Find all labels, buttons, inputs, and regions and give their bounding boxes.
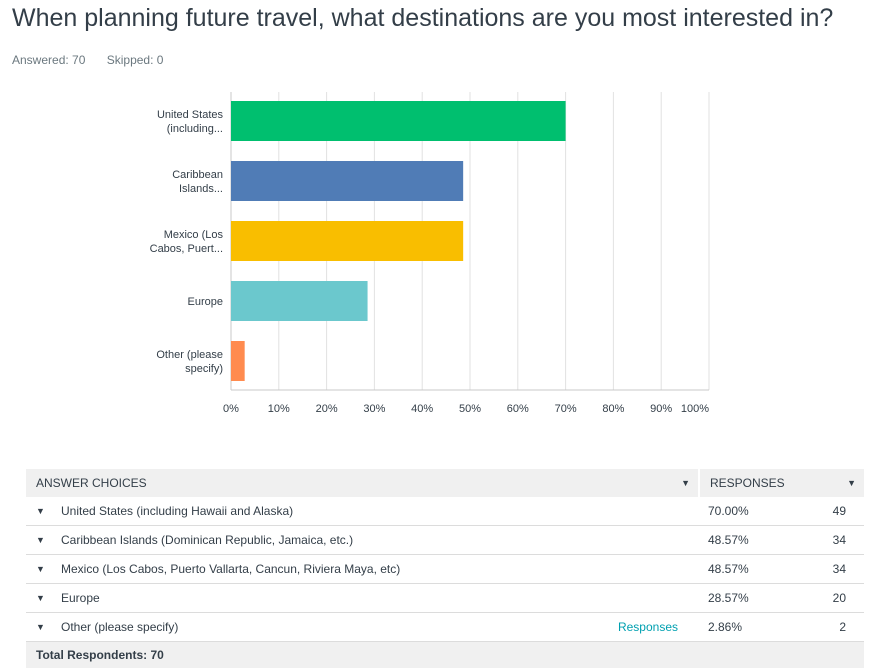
response-count: 49 — [832, 504, 846, 518]
x-tick-label: 60% — [507, 403, 529, 415]
table-row: ▼ Other (please specify) Responses 2.86%… — [26, 613, 864, 642]
x-tick-label: 30% — [363, 403, 385, 415]
responses-link[interactable]: Responses — [617, 620, 678, 634]
bar — [231, 341, 245, 381]
expand-caret-icon[interactable]: ▼ — [36, 506, 45, 516]
bar — [231, 281, 368, 321]
table-row: ▼ Caribbean Islands (Dominican Republic,… — [26, 526, 864, 555]
responses-header[interactable]: RESPONSES ▼ — [698, 469, 864, 497]
question-title: When planning future travel, what destin… — [12, 4, 834, 32]
chart-bars — [231, 101, 566, 381]
response-percent: 48.57% — [708, 533, 749, 547]
bar-chart: United States (including... Caribbean Islan… — [150, 92, 710, 415]
total-respondents: Total Respondents: 70 — [26, 642, 864, 668]
table-row: ▼ United States (including Hawaii and Al… — [26, 497, 864, 526]
answer-choices-header[interactable]: ANSWER CHOICES ▼ — [26, 469, 698, 497]
expand-caret-icon[interactable]: ▼ — [36, 622, 45, 632]
category-label: Caribbean Islands... — [172, 169, 223, 195]
category-label: Other (please specify) — [156, 349, 223, 375]
x-tick-label: 70% — [555, 403, 577, 415]
x-tick-label: 0% — [223, 403, 239, 415]
skipped-count: Skipped: 0 — [106, 53, 164, 67]
response-percent: 70.00% — [708, 504, 749, 518]
category-label: United States (including... — [157, 109, 224, 135]
category-label: Mexico (Los Cabos, Puert... — [150, 229, 224, 255]
answer-label: Europe — [61, 591, 100, 605]
sort-caret-icon[interactable]: ▼ — [847, 478, 856, 488]
response-count: 20 — [832, 591, 846, 605]
x-tick-label: 50% — [459, 403, 481, 415]
expand-caret-icon[interactable]: ▼ — [36, 593, 45, 603]
x-tick-label: 100% — [681, 403, 709, 415]
category-label: Europe — [188, 296, 223, 308]
answer-label: United States (including Hawaii and Alas… — [61, 504, 294, 518]
table-row: ▼ Mexico (Los Cabos, Puerto Vallarta, Ca… — [26, 555, 864, 584]
expand-caret-icon[interactable]: ▼ — [36, 535, 45, 545]
chart-grid — [230, 92, 710, 391]
response-percent: 2.86% — [708, 620, 743, 634]
response-count: 34 — [832, 533, 846, 547]
bar — [231, 221, 464, 261]
bar — [231, 161, 464, 201]
question-meta: Answered: 70 Skipped: 0 — [12, 53, 181, 67]
answered-count: Answered: 70 — [12, 53, 86, 67]
response-percent: 48.57% — [708, 562, 749, 576]
response-percent: 28.57% — [708, 591, 749, 605]
sort-caret-icon[interactable]: ▼ — [681, 478, 690, 488]
answer-label: Mexico (Los Cabos, Puerto Vallarta, Canc… — [61, 562, 401, 576]
table-row: ▼ Europe 28.57% 20 — [26, 584, 864, 613]
chart-x-tick-labels: 0% 10% 20% 30% 40% 50% 60% 70% 80% 90% 100% — [223, 403, 709, 415]
response-count: 2 — [839, 620, 846, 634]
bar — [231, 101, 566, 141]
table-header: ANSWER CHOICES ▼ RESPONSES ▼ — [26, 469, 864, 497]
expand-caret-icon[interactable]: ▼ — [36, 564, 45, 574]
x-tick-label: 10% — [268, 403, 290, 415]
chart-category-labels: United States (including... Caribbean Islan… — [150, 109, 224, 375]
x-tick-label: 80% — [602, 403, 624, 415]
x-tick-label: 90% — [650, 403, 672, 415]
response-count: 34 — [832, 562, 846, 576]
answer-table: ANSWER CHOICES ▼ RESPONSES ▼ ▼ United St… — [26, 469, 864, 668]
x-tick-label: 20% — [316, 403, 338, 415]
answer-label: Caribbean Islands (Dominican Republic, J… — [61, 533, 354, 547]
answer-label: Other (please specify) — [61, 620, 179, 634]
x-tick-label: 40% — [411, 403, 433, 415]
